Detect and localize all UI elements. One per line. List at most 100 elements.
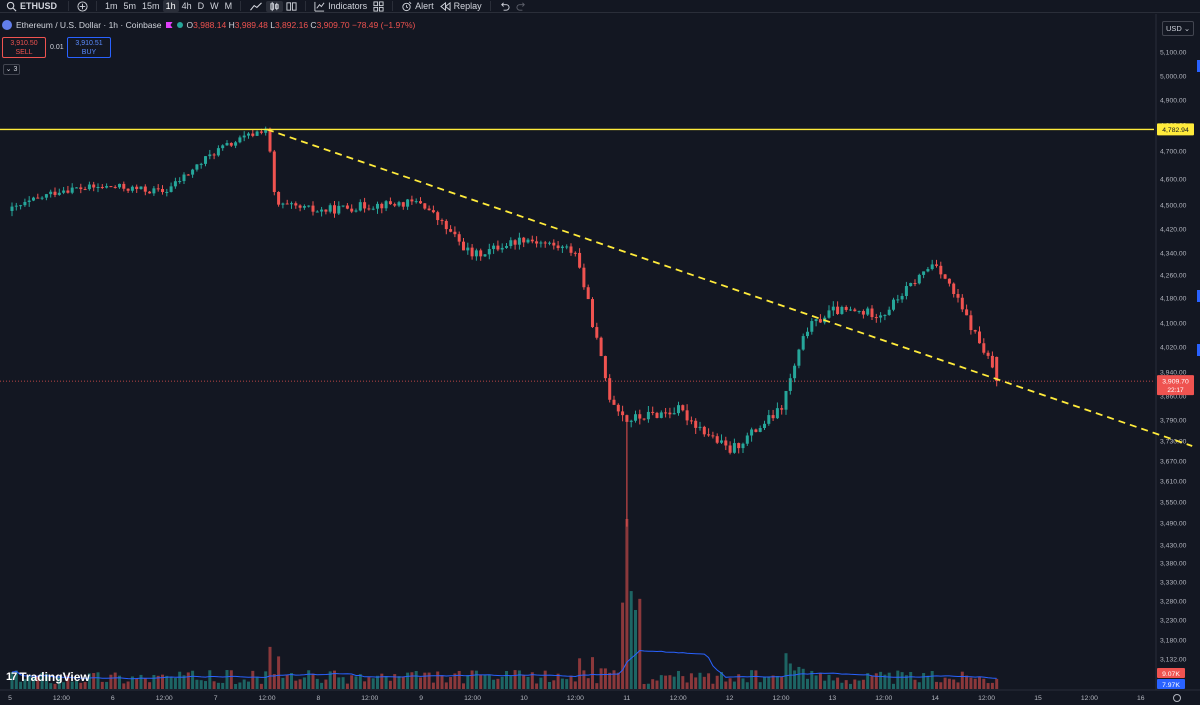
candle-body (603, 356, 607, 379)
volume-bar (255, 676, 259, 689)
y-tick-label: 3,940.00 (1160, 370, 1187, 377)
candle-body (195, 164, 199, 170)
volume-bar (281, 677, 285, 689)
volume-bar (496, 678, 500, 689)
candle-body (354, 210, 358, 212)
candle-body (827, 310, 831, 318)
volume-bar (603, 668, 607, 689)
volume-bar (883, 674, 887, 689)
candle-body (874, 317, 878, 319)
volume-bar (27, 675, 31, 689)
candle-body (186, 174, 190, 176)
x-tick-label: 12:00 (53, 695, 70, 702)
volume-bar (367, 677, 371, 689)
candle-body (582, 267, 586, 288)
interval-15m[interactable]: 15m (142, 1, 160, 11)
chart-title: Ethereum / U.S. Dollar · 1h · Coinbase (16, 20, 162, 30)
candle-body (982, 343, 986, 353)
volume-bar (324, 679, 328, 689)
candle-body (191, 169, 195, 175)
interval-1m[interactable]: 1m (105, 1, 118, 11)
candle-body (569, 246, 573, 253)
volume-bar (853, 679, 857, 689)
candle-body (126, 188, 130, 191)
indicators-icon (314, 1, 325, 12)
volume-bar (943, 677, 947, 689)
candle-body (913, 283, 917, 285)
flag-icon[interactable] (165, 22, 173, 28)
candle-body (535, 241, 539, 244)
candle-body (49, 191, 53, 195)
compare-button[interactable] (283, 1, 300, 12)
replay-button[interactable]: Replay (437, 0, 485, 12)
chart-type-line-button[interactable] (246, 1, 266, 12)
volume-bar (337, 677, 341, 689)
buy-button[interactable]: 3,910.51 BUY (67, 37, 111, 58)
volume-bar (668, 675, 672, 689)
candle-body (32, 197, 35, 201)
rewind-icon (439, 1, 451, 11)
interval-4h[interactable]: 4h (181, 1, 192, 11)
alert-button[interactable]: Alert (398, 0, 437, 12)
add-symbol-button[interactable] (74, 0, 91, 12)
volume-bar (917, 682, 921, 689)
y-tick-label: 3,180.00 (1160, 638, 1187, 645)
candle-body (161, 188, 164, 193)
candle-body (221, 145, 225, 149)
x-tick-label: 12:00 (156, 695, 173, 702)
y-tick-label: 3,790.00 (1160, 418, 1187, 425)
undo-button[interactable] (496, 1, 513, 12)
volume-bar (182, 675, 186, 689)
volume-bar (715, 675, 719, 689)
candle-body (324, 209, 328, 212)
candle-body (156, 188, 160, 190)
volume-bar (840, 682, 844, 689)
volume-label-bg (1157, 668, 1185, 678)
candle-body (591, 299, 594, 328)
chart-type-candles-button[interactable] (266, 0, 284, 12)
candle-body (320, 209, 324, 212)
volume-bar (212, 681, 216, 689)
sell-button[interactable]: 3,910.50 SELL (2, 37, 46, 58)
candle-body (130, 186, 134, 191)
candle-body (896, 299, 900, 301)
indicators-button[interactable]: Indicators (311, 0, 370, 12)
layouts-button[interactable] (370, 0, 387, 12)
volume-bar (178, 671, 182, 689)
candle-body (216, 148, 220, 156)
interval-1h[interactable]: 1h (162, 0, 179, 12)
volume-bar (857, 680, 861, 689)
symbol-search[interactable]: ETHUSD (0, 1, 63, 12)
interval-w[interactable]: W (210, 1, 219, 11)
grid-icon (373, 0, 384, 12)
candle-body (66, 190, 70, 193)
volume-bar (930, 670, 934, 689)
divider (96, 1, 98, 11)
indicators-label: Indicators (328, 1, 368, 11)
indicators-collapse-button[interactable]: ⌄ 3 (3, 64, 20, 75)
undo-icon (500, 2, 510, 11)
candle-body (264, 128, 268, 133)
volume-bar (414, 670, 418, 689)
candle-body (371, 208, 375, 210)
interval-m[interactable]: M (224, 1, 233, 11)
redo-button[interactable] (513, 1, 530, 12)
volume-bar (479, 674, 483, 689)
volume-bar (556, 673, 560, 689)
candle-body (930, 264, 934, 270)
candle-body (917, 274, 921, 284)
candle-body (707, 434, 711, 436)
volume-bar (350, 675, 354, 689)
currency-select[interactable]: USD ⌄ (1162, 21, 1194, 36)
volume-label: 9.07K (1162, 671, 1180, 678)
candle-body (887, 309, 891, 315)
interval-5m[interactable]: 5m (123, 1, 137, 11)
interval-d[interactable]: D (197, 1, 205, 11)
candle-body (225, 143, 229, 146)
candle-body (212, 154, 216, 156)
volume-bar (384, 676, 388, 689)
candle-body (27, 200, 31, 202)
divider (240, 1, 242, 11)
volume-bar (578, 658, 582, 689)
